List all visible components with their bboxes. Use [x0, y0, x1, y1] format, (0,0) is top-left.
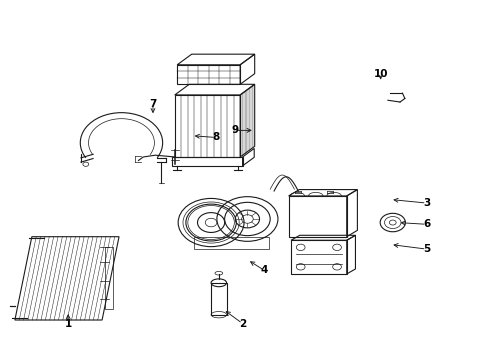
- Text: 10: 10: [373, 69, 388, 79]
- Text: 7: 7: [149, 99, 157, 109]
- Text: 1: 1: [65, 319, 72, 329]
- Bar: [211, 283, 226, 315]
- Text: 2: 2: [239, 319, 246, 329]
- Bar: [194, 237, 269, 249]
- Bar: [104, 247, 113, 309]
- Text: 9: 9: [232, 125, 239, 135]
- Text: 6: 6: [423, 219, 430, 229]
- Bar: [175, 95, 240, 157]
- Bar: [291, 240, 347, 274]
- Text: 8: 8: [212, 132, 220, 143]
- Text: 5: 5: [423, 244, 430, 254]
- Bar: [289, 196, 347, 237]
- Text: 4: 4: [261, 265, 268, 275]
- Bar: [177, 65, 240, 84]
- Text: 3: 3: [423, 198, 430, 208]
- Bar: [172, 157, 243, 166]
